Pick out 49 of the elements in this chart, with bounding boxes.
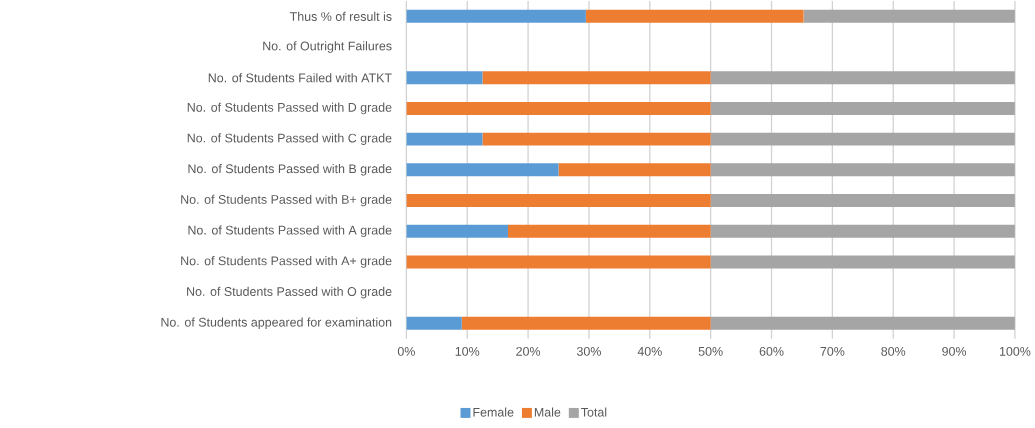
y-tick-label: No. of Students Passed with A grade	[188, 225, 392, 237]
bar	[406, 193, 711, 207]
y-tick-label: No. of Students Failed with ATKT	[208, 73, 392, 83]
bar	[585, 9, 804, 23]
bar	[406, 9, 586, 23]
bar	[710, 163, 1015, 177]
x-tick-label: 30%	[576, 346, 601, 356]
y-tick-label: No. of Students Passed with B grade	[188, 163, 392, 176]
bar	[406, 163, 559, 177]
bar	[406, 132, 483, 146]
bar	[406, 101, 711, 115]
bar	[710, 224, 1015, 238]
bar	[710, 255, 1015, 269]
y-tick-label: No. of Students Passed with A+ grade	[181, 255, 392, 268]
x-tick-label: 0%	[397, 346, 415, 356]
bar	[406, 224, 508, 238]
bar	[710, 71, 1015, 85]
bar	[406, 316, 462, 330]
y-tick-label: No. of Students appeared for examination	[161, 317, 392, 329]
x-tick-label: 100%	[999, 346, 1031, 356]
legend-label: Total	[581, 407, 607, 417]
x-tick-label: 70%	[820, 346, 845, 356]
y-tick-label: No. of Students Passed with D grade	[187, 102, 392, 115]
x-tick-label: 20%	[516, 346, 541, 356]
x-tick-label: 40%	[637, 346, 662, 356]
x-tick-label: 60%	[759, 346, 784, 356]
x-tick-label: 90%	[942, 346, 967, 356]
x-tick-label: 50%	[698, 346, 723, 356]
legend-label: Male	[534, 407, 561, 417]
bar	[461, 316, 711, 330]
bar	[406, 71, 483, 85]
bar	[710, 316, 1015, 330]
bar	[482, 132, 711, 146]
y-tick-label: No. of Students Passed with O grade	[187, 286, 392, 299]
bar	[406, 255, 711, 269]
y-tick-label: No. of Students Passed with B+ grade	[181, 194, 392, 207]
x-tick-label: 80%	[881, 346, 906, 356]
bar	[508, 224, 711, 238]
bar	[558, 163, 711, 177]
bar	[710, 101, 1015, 115]
y-tick-label: No. of Outright Failures	[263, 41, 392, 53]
y-tick-label: No. of Students Passed with C grade	[187, 133, 392, 145]
x-tick-label: 10%	[455, 346, 480, 356]
bar	[710, 193, 1015, 207]
bar	[710, 132, 1015, 146]
bar	[803, 9, 1015, 23]
y-tick-label: Thus % of result is	[289, 11, 392, 21]
bar	[482, 71, 711, 85]
legend-label: Female	[473, 407, 514, 417]
